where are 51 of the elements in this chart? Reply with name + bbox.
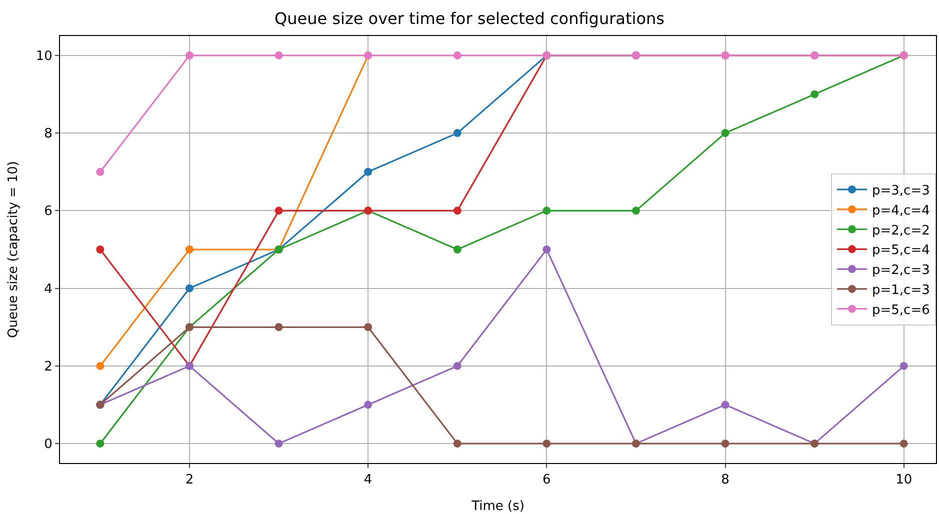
point	[274, 440, 283, 448]
point	[453, 362, 462, 370]
y-tick-label: 0	[44, 437, 52, 452]
y-tick-label: 10	[36, 48, 52, 64]
point	[274, 51, 283, 60]
x-tick-label: 8	[721, 472, 730, 488]
y-tick-label: 6	[44, 204, 52, 220]
legend-label: p=3,c=3	[872, 184, 930, 199]
point	[453, 51, 462, 60]
point	[900, 362, 908, 370]
y-tick-label: 4	[44, 282, 52, 297]
point	[542, 440, 551, 448]
point	[453, 246, 462, 254]
point	[96, 246, 104, 254]
point	[632, 206, 640, 215]
point	[453, 206, 462, 215]
point	[185, 246, 194, 254]
point	[185, 284, 194, 292]
point	[453, 129, 462, 138]
y-axis-title: Queue size (capacity = 10)	[6, 161, 21, 338]
point	[364, 400, 372, 409]
point	[96, 362, 104, 370]
legend-label: p=2,c=3	[872, 263, 930, 278]
x-tick-label: 4	[364, 472, 372, 488]
point	[274, 323, 283, 332]
point	[453, 440, 462, 448]
point	[542, 206, 551, 215]
y-tick-label: 2	[44, 360, 52, 374]
point	[542, 246, 551, 254]
point	[96, 168, 104, 176]
legend-label: p=5,c=6	[872, 302, 930, 318]
chart-title: Queue size over time for selected configurations	[274, 9, 664, 28]
point	[274, 206, 283, 215]
x-tick-label: 10	[896, 472, 912, 488]
legend-label: p=2,c=2	[872, 223, 930, 238]
point	[721, 400, 730, 409]
x-axis-title: Time (s)	[470, 499, 524, 514]
point	[185, 51, 194, 60]
legend-label: p=4,c=4	[872, 203, 930, 218]
point	[364, 323, 372, 332]
x-tick-label: 6	[542, 472, 551, 488]
x-tick-label: 2	[185, 472, 194, 488]
point	[721, 129, 730, 138]
point	[96, 440, 104, 448]
legend-label: p=1,c=3	[872, 283, 930, 298]
point	[721, 440, 730, 448]
point	[810, 90, 819, 98]
y-tick-label: 8	[44, 126, 52, 142]
point	[364, 168, 372, 176]
legend-label: p=5,c=4	[872, 243, 930, 258]
point	[900, 440, 908, 448]
